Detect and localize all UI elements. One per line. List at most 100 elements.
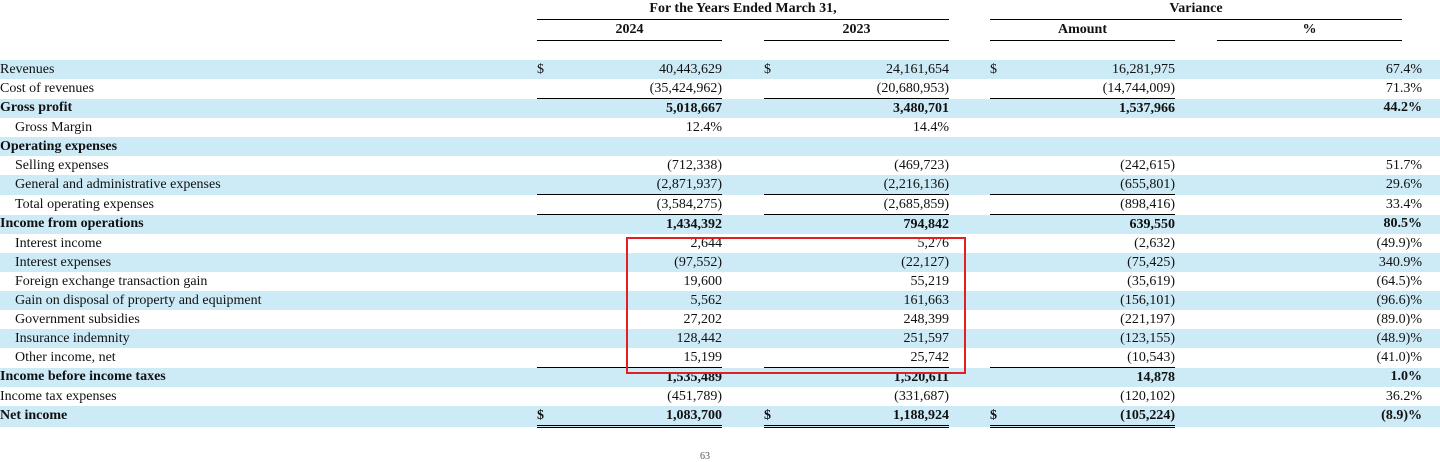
- table-row: Gain on disposal of property and equipme…: [0, 291, 1440, 310]
- currency-symbol: [764, 98, 784, 118]
- currency-symbol: [764, 253, 784, 272]
- years-ended-header: For the Years Ended March 31,: [649, 1, 837, 16]
- spacer: [722, 253, 764, 272]
- currency-symbol: [990, 367, 1010, 387]
- spacer: [949, 98, 990, 118]
- value-2023: 14.4%: [912, 119, 949, 135]
- spacer: [1422, 60, 1440, 79]
- spacer: [1175, 137, 1217, 156]
- spacer: [1422, 79, 1440, 99]
- income-statement-table: Revenues $40,443,629 $24,161,654 $16,281,97…: [0, 60, 1440, 428]
- variance-amount: (123,155): [1010, 329, 1175, 348]
- variance-percent: (89.0)%: [1376, 311, 1423, 327]
- row-label: Interest income: [15, 235, 102, 251]
- currency-symbol: [537, 156, 557, 175]
- currency-symbol: [990, 291, 1010, 310]
- currency-symbol: $: [990, 60, 1010, 79]
- value-2023: 24,161,654: [784, 60, 949, 79]
- variance-amount: (2,632): [1134, 235, 1175, 251]
- spacer: [949, 406, 990, 427]
- currency-symbol: $: [537, 406, 557, 428]
- spacer: [1175, 406, 1217, 427]
- currency-symbol: [990, 234, 1010, 253]
- spacer: [1422, 175, 1440, 195]
- years-header-rule: [537, 19, 949, 20]
- variance-amount: 16,281,975: [1010, 60, 1175, 79]
- column-header-rule-amount: [990, 40, 1175, 41]
- value-2023: (331,687): [894, 388, 949, 404]
- currency-symbol: [764, 387, 784, 406]
- currency-symbol: [764, 329, 784, 348]
- spacer: [722, 175, 764, 195]
- currency-symbol: [990, 194, 1010, 215]
- table-row: Gross Margin 12.4% 14.4%: [0, 118, 1440, 137]
- value-2023: 248,399: [903, 311, 950, 327]
- row-label: Cost of revenues: [0, 80, 95, 96]
- currency-symbol: [990, 310, 1010, 329]
- value-2024: (712,338): [667, 157, 722, 173]
- value-2024: 12.4%: [685, 119, 722, 135]
- spacer: [1175, 348, 1217, 368]
- currency-symbol: [537, 194, 557, 215]
- spacer: [1422, 387, 1440, 406]
- table-row: Operating expenses: [0, 137, 1440, 156]
- variance-amount: (655,801): [1010, 175, 1175, 195]
- spacer: [1175, 175, 1217, 195]
- spacer: [1422, 195, 1440, 215]
- row-label: Income before income taxes: [0, 367, 537, 387]
- table-row: Insurance indemnity 128,442 251,597 (123,15…: [0, 329, 1440, 348]
- currency-symbol: [537, 118, 557, 137]
- value-2024: 27,202: [683, 311, 723, 327]
- spacer: [949, 175, 990, 195]
- currency-symbol: [537, 98, 557, 118]
- spacer: [949, 214, 990, 234]
- column-header-2024: 2024: [615, 22, 644, 37]
- spacer: [1422, 310, 1440, 329]
- value-2023: 794,842: [784, 214, 949, 234]
- row-label: Government subsidies: [15, 311, 140, 327]
- currency-symbol: [764, 175, 784, 195]
- spacer: [722, 156, 764, 175]
- variance-percent: 1.0%: [1217, 367, 1422, 387]
- variance-amount: (10,543): [1127, 349, 1175, 365]
- currency-symbol: [537, 272, 557, 291]
- table-row: Foreign exchange transaction gain 19,600 5…: [0, 272, 1440, 291]
- row-label: Income tax expenses: [0, 388, 117, 404]
- variance-percent: 80.5%: [1217, 214, 1422, 234]
- variance-amount: (242,615): [1120, 157, 1175, 173]
- row-label: Selling expenses: [15, 157, 109, 173]
- spacer: [1175, 118, 1217, 137]
- row-label: Interest expenses: [0, 253, 537, 272]
- value-2023: 3,480,701: [784, 98, 949, 118]
- variance-amount: (75,425): [1010, 253, 1175, 272]
- column-header-rule-2024: [537, 40, 722, 41]
- spacer: [1422, 367, 1440, 387]
- currency-symbol: [537, 137, 557, 156]
- spacer: [1422, 137, 1440, 156]
- spacer: [949, 387, 990, 406]
- variance-amount: (221,197): [1120, 311, 1175, 327]
- value-2024: 19,600: [683, 273, 723, 289]
- spacer: [1422, 118, 1440, 137]
- variance-amount: [1010, 118, 1175, 137]
- spacer: [722, 79, 764, 99]
- spacer: [1422, 291, 1440, 310]
- variance-percent: (49.9)%: [1376, 235, 1423, 251]
- spacer: [1175, 310, 1217, 329]
- spacer: [949, 195, 990, 215]
- currency-symbol: [537, 79, 557, 99]
- spacer: [1422, 156, 1440, 175]
- value-2023: (2,216,136): [784, 175, 949, 195]
- table-row: Income before income taxes 1,535,489 1,520…: [0, 367, 1440, 387]
- spacer: [949, 118, 990, 137]
- currency-symbol: [537, 329, 557, 348]
- variance-percent: (96.6)%: [1217, 291, 1422, 310]
- currency-symbol: [537, 310, 557, 329]
- spacer: [1422, 214, 1440, 234]
- variance-amount: (105,224): [1010, 406, 1175, 428]
- spacer: [722, 118, 764, 137]
- row-label: Net income: [0, 406, 537, 427]
- currency-symbol: [990, 98, 1010, 118]
- currency-symbol: [764, 291, 784, 310]
- table-row: Other income, net 15,199 25,742 (10,543) (41…: [0, 348, 1440, 368]
